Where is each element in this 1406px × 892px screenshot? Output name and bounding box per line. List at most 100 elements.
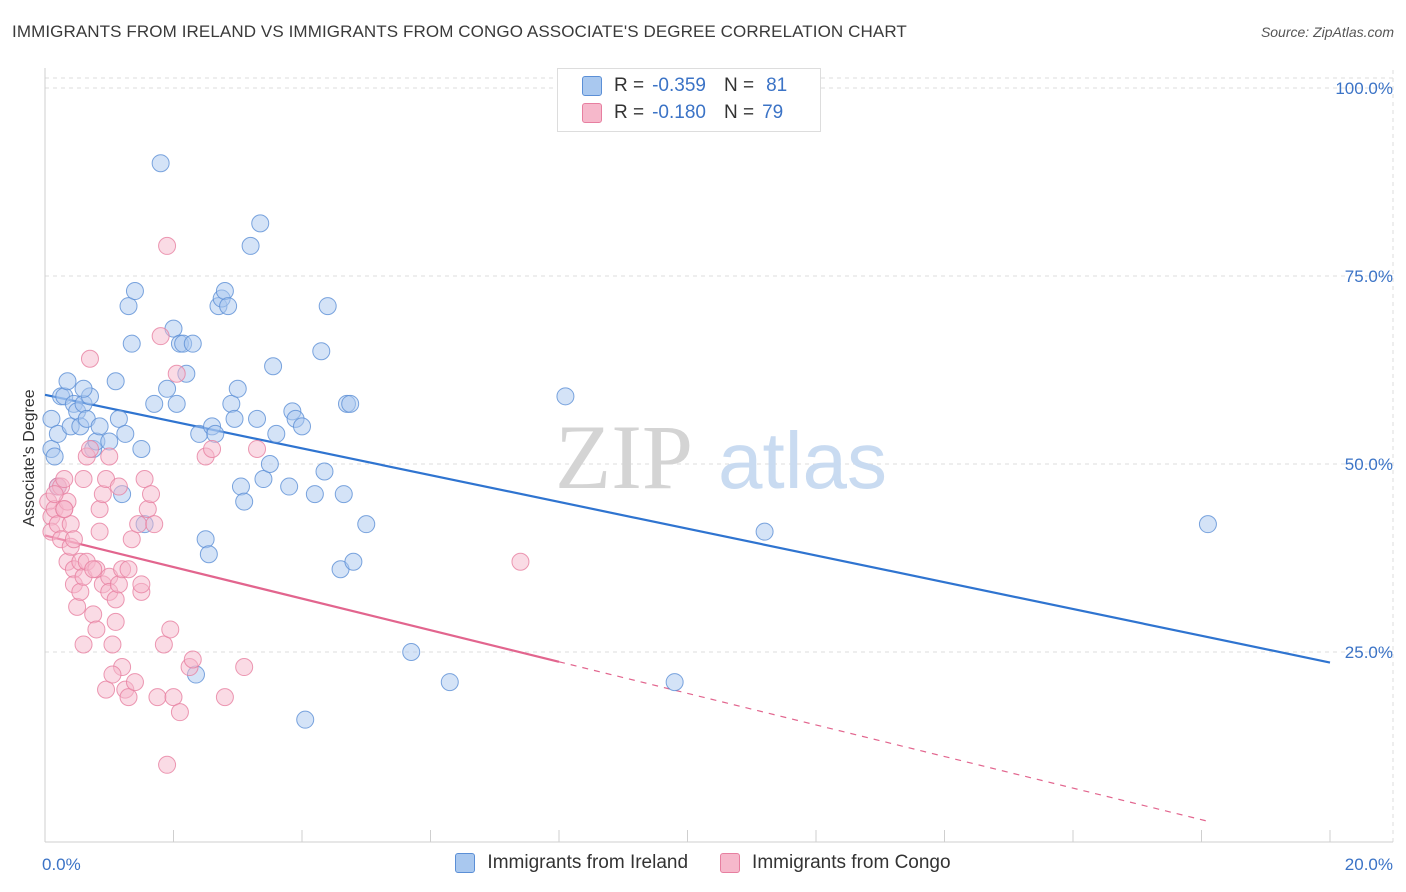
- y-tick-label: 25.0%: [1345, 643, 1393, 662]
- ireland-point: [109, 409, 128, 428]
- ireland-point: [1198, 515, 1217, 534]
- x-tick-label: 20.0%: [1345, 855, 1393, 874]
- y-tick-label: 50.0%: [1345, 455, 1393, 474]
- congo-point: [87, 620, 106, 639]
- congo-legend-swatch: [720, 853, 741, 873]
- congo-point: [138, 500, 157, 519]
- congo-point: [97, 680, 116, 699]
- ireland-point: [58, 372, 77, 391]
- ireland-point: [315, 462, 334, 481]
- ireland-point: [556, 387, 575, 406]
- congo-point: [90, 522, 109, 541]
- chart-title: IMMIGRANTS FROM IRELAND VS IMMIGRANTS FR…: [12, 22, 907, 41]
- x-tick-label: 0.0%: [42, 855, 81, 874]
- congo-point: [74, 635, 93, 654]
- congo-point: [158, 755, 177, 774]
- congo-swatch: [582, 103, 602, 123]
- ireland-point: [74, 379, 93, 398]
- congo-point: [119, 560, 138, 579]
- congo-point: [93, 485, 112, 504]
- ireland-point: [119, 297, 138, 316]
- ireland-point: [248, 409, 267, 428]
- congo-point: [80, 439, 99, 458]
- congo-point: [235, 658, 254, 677]
- ireland-point: [755, 522, 774, 541]
- ireland-point: [106, 372, 125, 391]
- ireland-point: [42, 409, 61, 428]
- congo-point: [158, 236, 177, 255]
- ireland-point: [199, 545, 218, 564]
- ireland-point: [260, 455, 279, 473]
- congo-point: [135, 470, 154, 489]
- axis-labels: 100.0% 75.0% 50.0% 25.0% 0.0% 20.0% Associate'…: [21, 79, 1393, 874]
- congo-point: [109, 575, 128, 594]
- congo-point: [145, 515, 164, 534]
- congo-point: [80, 349, 99, 368]
- ireland-point: [158, 379, 177, 398]
- ireland-point: [241, 236, 260, 255]
- ireland-point: [254, 470, 273, 489]
- ireland-point: [132, 439, 151, 458]
- congo-point: [129, 515, 148, 534]
- ireland-swatch: [582, 76, 602, 96]
- congo-point: [148, 688, 167, 707]
- congo-point: [64, 530, 83, 549]
- legend-item-ireland[interactable]: Immigrants from Ireland: [455, 852, 688, 874]
- congo-point: [154, 635, 173, 654]
- congo-point: [161, 620, 180, 639]
- congo-point: [103, 635, 122, 654]
- congo-point: [103, 665, 122, 684]
- ireland-point: [280, 477, 299, 496]
- ireland-point: [402, 643, 421, 661]
- legend-item-congo[interactable]: Immigrants from Congo: [720, 852, 951, 874]
- watermark: ZIP atlas: [555, 406, 887, 508]
- ireland-point: [231, 477, 250, 496]
- ireland-point: [225, 409, 244, 428]
- ireland-point: [293, 417, 311, 436]
- data-points: [39, 154, 1217, 774]
- legend-label-congo: Immigrants from Congo: [752, 852, 951, 873]
- n-value-ireland: 81: [766, 75, 788, 96]
- n-label: N =: [723, 102, 755, 123]
- congo-point: [68, 597, 87, 616]
- ireland-point: [122, 334, 141, 353]
- congo-point: [71, 582, 90, 601]
- congo-point: [109, 477, 128, 496]
- r-value-congo: -0.180: [652, 102, 706, 123]
- ireland-point: [312, 342, 331, 361]
- congo-point: [511, 552, 530, 571]
- legend-row-congo: R = -0.180 N = 79: [582, 100, 783, 126]
- ireland-point: [167, 394, 186, 413]
- congo-point: [122, 530, 141, 549]
- ireland-point: [183, 334, 202, 353]
- ireland-point: [45, 447, 64, 466]
- r-label: R =: [614, 75, 645, 96]
- congo-point: [132, 575, 151, 594]
- congo-point: [106, 612, 125, 631]
- ireland-point: [344, 552, 363, 571]
- ireland-point: [215, 282, 234, 301]
- legend-row-ireland: R = -0.359 N = 81: [582, 73, 787, 99]
- ireland-point: [665, 673, 684, 692]
- ireland-point: [116, 424, 135, 443]
- congo-point: [248, 439, 267, 458]
- ireland-point: [440, 673, 459, 692]
- ireland-legend-swatch: [455, 853, 476, 873]
- congo-point: [106, 590, 125, 609]
- series-legend: Immigrants from Ireland Immigrants from …: [0, 852, 1406, 874]
- congo-point: [167, 364, 186, 383]
- ireland-trend-line: [44, 393, 1331, 664]
- ireland-point: [100, 432, 119, 451]
- congo-point: [55, 500, 74, 519]
- congo-point: [74, 470, 93, 489]
- y-tick-label: 75.0%: [1345, 267, 1393, 286]
- ireland-point: [318, 297, 337, 316]
- congo-point: [125, 673, 144, 692]
- ireland-point: [341, 394, 360, 413]
- ireland-point: [228, 379, 247, 398]
- congo-point: [61, 515, 80, 534]
- congo-trend-line: [44, 534, 560, 663]
- ireland-point: [305, 485, 324, 504]
- y-tick-label: 100.0%: [1335, 79, 1393, 98]
